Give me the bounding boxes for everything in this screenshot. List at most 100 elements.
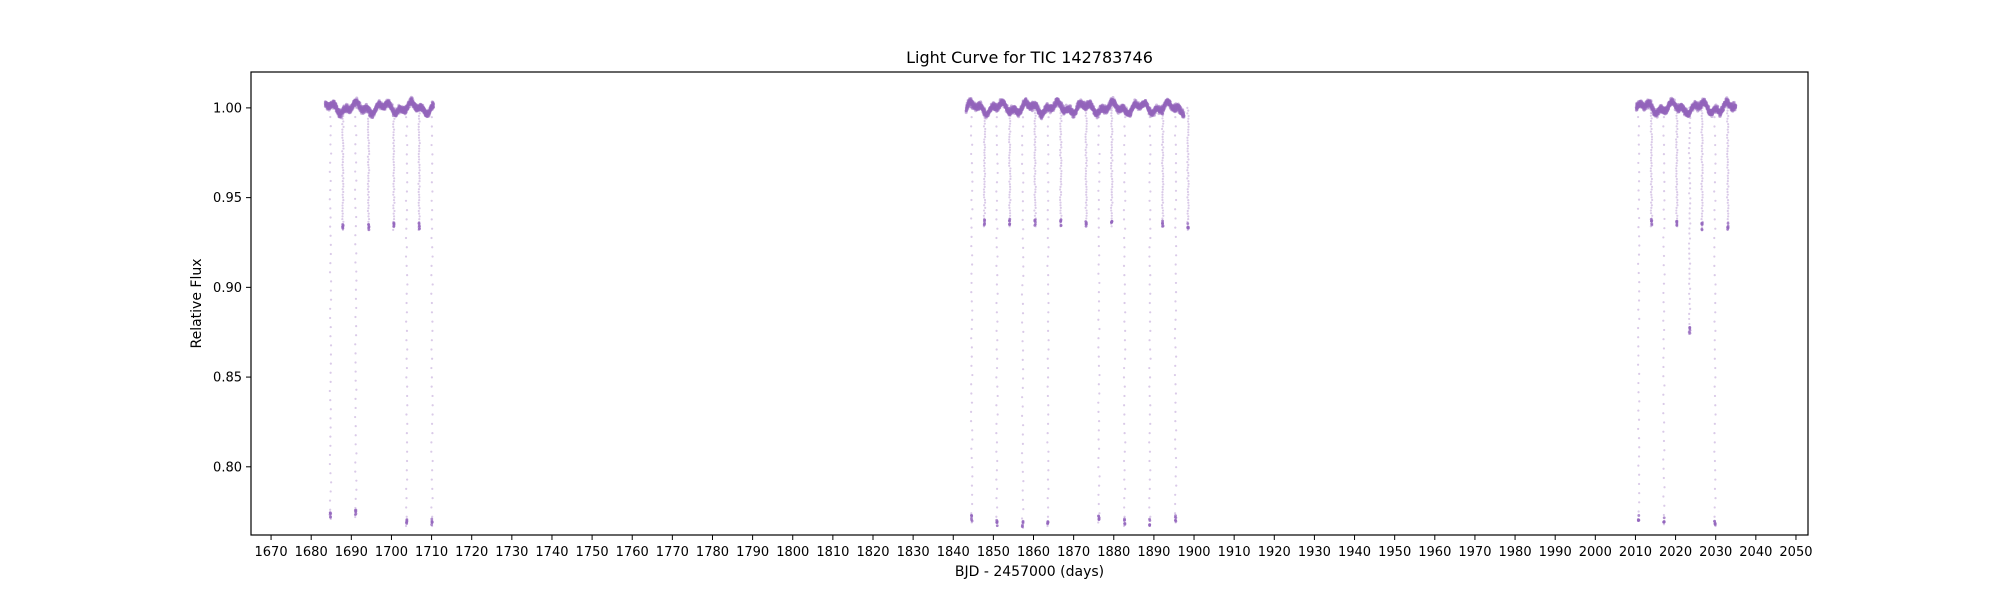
flux-point xyxy=(330,104,334,108)
flux-point xyxy=(340,109,344,113)
flux-point xyxy=(346,108,350,112)
flux-point xyxy=(341,109,345,113)
flux-point xyxy=(345,108,349,112)
flux-point xyxy=(329,105,333,109)
chart-title: Light Curve for TIC 142783746 xyxy=(906,48,1153,67)
flux-point xyxy=(331,102,335,106)
flux-point xyxy=(336,112,340,116)
flux-point xyxy=(336,109,340,113)
flux-point xyxy=(336,110,340,114)
flux-point xyxy=(350,105,354,109)
flux-point xyxy=(342,108,346,112)
flux-point xyxy=(333,104,337,108)
flux-point xyxy=(330,101,334,105)
flux-point xyxy=(337,111,341,115)
flux-point xyxy=(1182,114,1186,118)
flux-point xyxy=(348,111,352,115)
flux-point xyxy=(339,110,343,114)
flux-point xyxy=(346,109,350,113)
flux-point xyxy=(328,106,332,110)
flux-point xyxy=(340,111,344,115)
flux-point xyxy=(342,105,346,109)
flux-point xyxy=(330,104,334,108)
flux-point xyxy=(327,103,331,107)
flux-point xyxy=(328,105,332,109)
flux-point xyxy=(343,108,347,112)
flux-point xyxy=(345,108,349,112)
flux-point xyxy=(336,109,340,113)
flux-point xyxy=(347,110,351,114)
flux-point xyxy=(334,104,338,108)
flux-point xyxy=(324,104,328,108)
flux-point xyxy=(331,104,335,108)
flux-point xyxy=(329,101,333,105)
flux-point xyxy=(349,107,353,111)
flux-point xyxy=(330,100,334,104)
flux-point xyxy=(328,106,332,110)
flux-point xyxy=(327,107,331,111)
flux-point xyxy=(328,105,332,109)
flux-point xyxy=(328,101,332,105)
flux-point xyxy=(335,107,339,111)
flux-point xyxy=(330,103,334,107)
flux-point xyxy=(349,107,353,111)
flux-point xyxy=(347,106,351,110)
flux-point xyxy=(343,109,347,113)
flux-point xyxy=(331,101,335,105)
flux-point xyxy=(332,104,336,108)
flux-point xyxy=(340,111,344,115)
flux-point xyxy=(347,108,351,112)
flux-point xyxy=(349,106,353,110)
flux-point xyxy=(345,109,349,113)
flux-point xyxy=(342,110,346,114)
flux-point xyxy=(344,104,348,108)
flux-point xyxy=(330,104,334,108)
flux-point xyxy=(326,105,330,109)
flux-point xyxy=(337,108,341,112)
flux-point xyxy=(327,104,331,108)
flux-point xyxy=(335,108,339,112)
flux-point xyxy=(347,109,351,113)
flux-point xyxy=(1069,104,1073,108)
flux-point xyxy=(343,109,347,113)
flux-point xyxy=(341,107,345,111)
flux-point xyxy=(348,108,352,112)
flux-point xyxy=(328,102,332,106)
flux-point xyxy=(339,114,343,118)
flux-point xyxy=(347,109,351,113)
flux-point xyxy=(329,101,333,105)
flux-point xyxy=(330,103,334,107)
flux-point xyxy=(341,110,345,114)
flux-point xyxy=(332,100,336,104)
flux-point xyxy=(332,103,336,107)
flux-point xyxy=(348,107,352,111)
flux-point xyxy=(324,103,328,107)
flux-point xyxy=(339,112,342,116)
flux-point xyxy=(334,109,338,113)
flux-point xyxy=(330,101,334,105)
flux-point xyxy=(342,109,346,113)
flux-point xyxy=(344,109,348,113)
flux-point xyxy=(342,105,346,109)
flux-point xyxy=(331,99,335,103)
flux-point xyxy=(329,102,333,106)
flux-point xyxy=(334,105,338,109)
flux-point xyxy=(338,113,342,117)
flux-point xyxy=(344,103,348,107)
flux-point xyxy=(335,107,339,111)
flux-point xyxy=(339,110,343,113)
flux-point xyxy=(337,111,341,115)
flux-point xyxy=(333,102,337,106)
flux-point xyxy=(344,106,348,110)
flux-point xyxy=(346,105,350,109)
flux-point xyxy=(325,101,329,105)
flux-point xyxy=(323,104,327,108)
flux-point xyxy=(334,108,338,112)
flux-point xyxy=(334,105,338,109)
flux-point xyxy=(332,100,336,104)
flux-point xyxy=(324,103,328,107)
flux-point xyxy=(329,101,333,105)
flux-point xyxy=(345,106,349,110)
flux-point xyxy=(333,103,337,107)
